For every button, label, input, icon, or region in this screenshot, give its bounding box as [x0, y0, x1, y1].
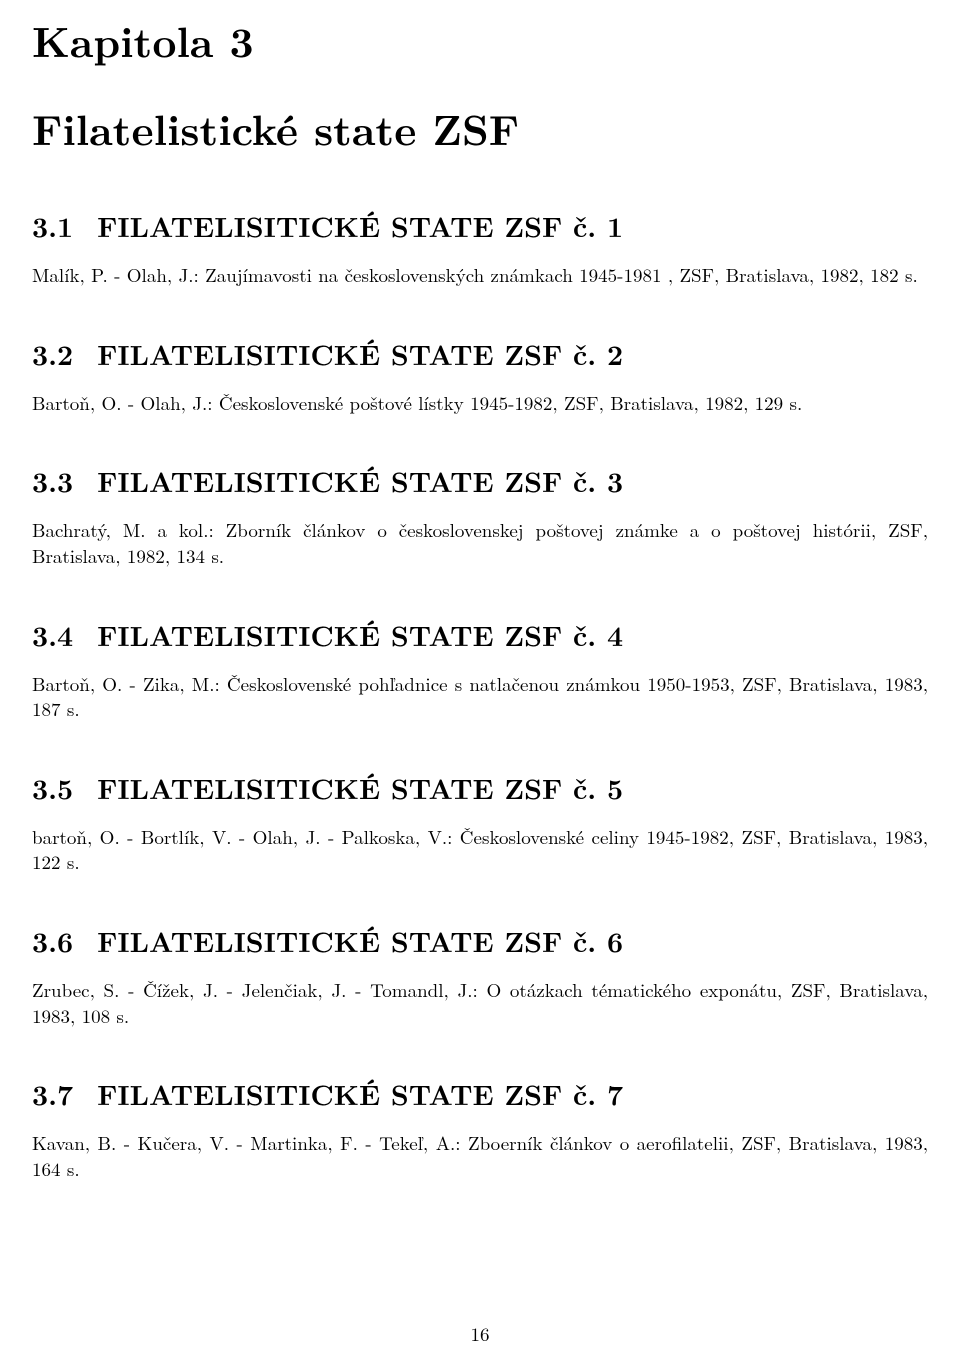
bibliography-entry: bartoň, O. - Bortlík, V. - Olah, J. - Pa…	[32, 824, 928, 875]
section-heading-6: 3.6 FILATELISITICKÉ STATE ZSF č. 6	[32, 921, 928, 961]
section-heading-3: 3.3 FILATELISITICKÉ STATE ZSF č. 3	[32, 461, 928, 501]
section-title: FILATELISITICKÉ STATE ZSF č. 2	[97, 334, 623, 374]
section-title: FILATELISITICKÉ STATE ZSF č. 3	[97, 461, 623, 501]
bibliography-entry: Zrubec, S. - Čížek, J. - Jelenčiak, J. -…	[32, 977, 928, 1028]
section-number: 3.5	[32, 768, 73, 808]
section-heading-4: 3.4 FILATELISITICKÉ STATE ZSF č. 4	[32, 615, 928, 655]
section-heading-1: 3.1 FILATELISITICKÉ STATE ZSF č. 1	[32, 206, 928, 246]
chapter-label: Kapitola 3	[32, 10, 928, 70]
page-number: 16	[0, 1320, 960, 1347]
section-number: 3.4	[32, 615, 73, 655]
section-heading-5: 3.5 FILATELISITICKÉ STATE ZSF č. 5	[32, 768, 928, 808]
chapter-title: Filatelistické state ZSF	[32, 98, 928, 158]
section-number: 3.3	[32, 461, 73, 501]
bibliography-entry: Bachratý, M. a kol.: Zborník článkov o č…	[32, 517, 928, 568]
page: Kapitola 3 Filatelistické state ZSF 3.1 F…	[0, 0, 960, 1361]
section-title: FILATELISITICKÉ STATE ZSF č. 4	[97, 615, 623, 655]
bibliography-entry: Bartoň, O. - Zika, M.: Československé po…	[32, 671, 928, 722]
section-number: 3.6	[32, 921, 73, 961]
section-heading-7: 3.7 FILATELISITICKÉ STATE ZSF č. 7	[32, 1074, 928, 1114]
bibliography-entry: Bartoň, O. - Olah, J.: Československé po…	[32, 390, 928, 416]
section-title: FILATELISITICKÉ STATE ZSF č. 5	[97, 768, 623, 808]
section-title: FILATELISITICKÉ STATE ZSF č. 1	[97, 206, 623, 246]
section-title: FILATELISITICKÉ STATE ZSF č. 6	[97, 921, 623, 961]
section-heading-2: 3.2 FILATELISITICKÉ STATE ZSF č. 2	[32, 334, 928, 374]
bibliography-entry: Malík, P. - Olah, J.: Zaujímavosti na če…	[32, 262, 928, 288]
section-number: 3.2	[32, 334, 73, 374]
section-number: 3.7	[32, 1074, 73, 1114]
bibliography-entry: Kavan, B. - Kučera, V. - Martinka, F. - …	[32, 1130, 928, 1181]
section-number: 3.1	[32, 206, 73, 246]
section-title: FILATELISITICKÉ STATE ZSF č. 7	[97, 1074, 623, 1114]
